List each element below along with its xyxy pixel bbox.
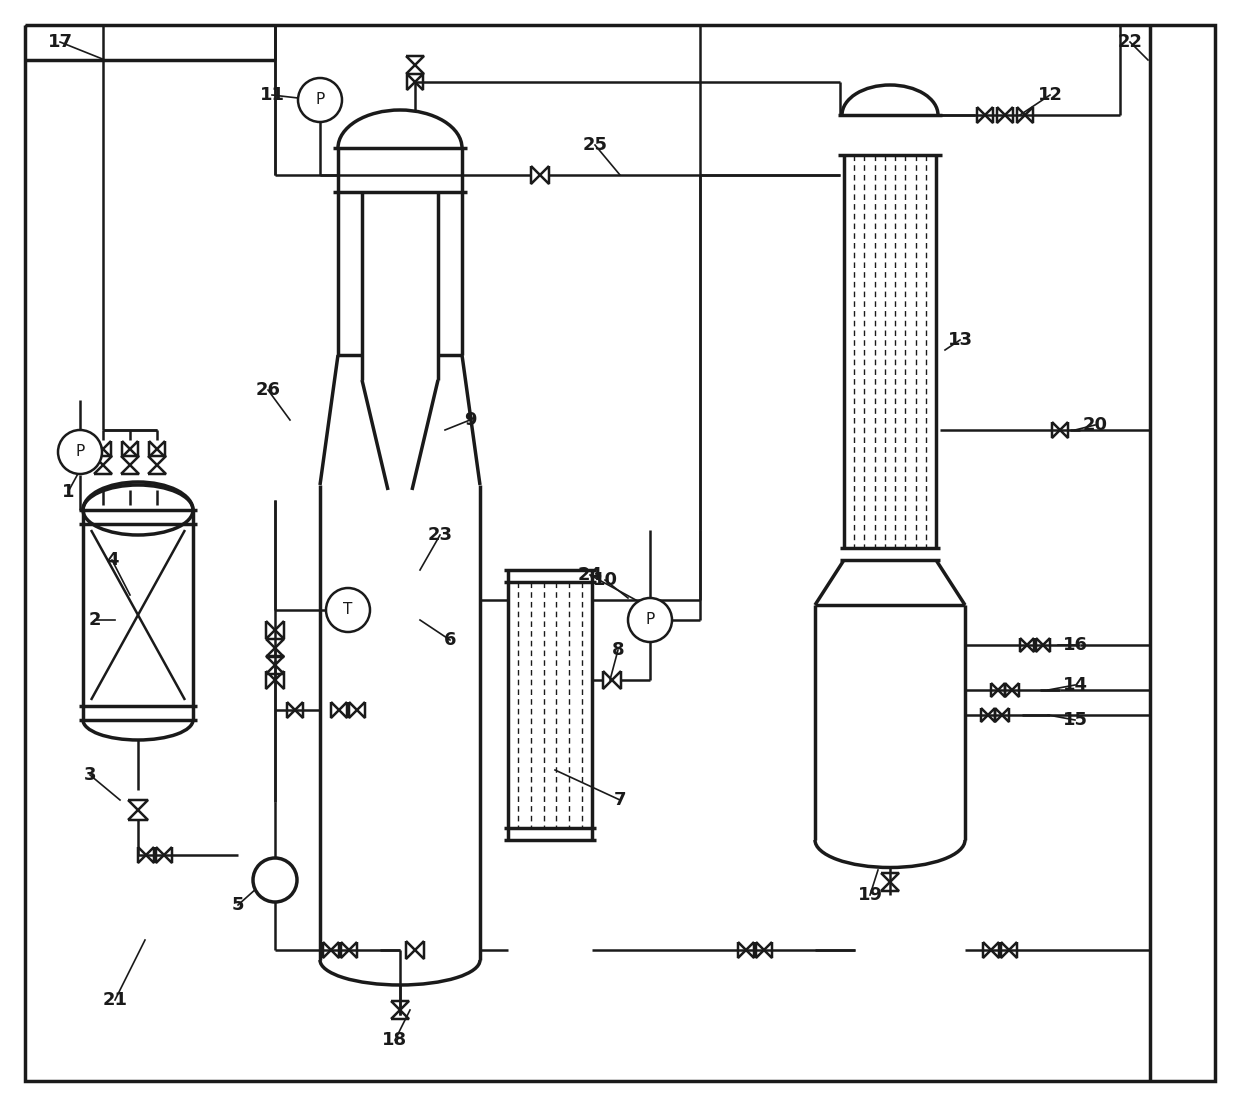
Text: 9: 9 bbox=[464, 411, 476, 429]
Text: P: P bbox=[76, 445, 84, 459]
Circle shape bbox=[298, 79, 342, 122]
Text: 2: 2 bbox=[89, 611, 102, 629]
Text: 16: 16 bbox=[1063, 636, 1087, 654]
Circle shape bbox=[326, 588, 370, 632]
Text: 20: 20 bbox=[1083, 416, 1107, 434]
Text: 5: 5 bbox=[232, 896, 244, 914]
Text: 11: 11 bbox=[259, 86, 284, 104]
Text: 4: 4 bbox=[105, 551, 118, 568]
Circle shape bbox=[627, 598, 672, 641]
Text: 8: 8 bbox=[611, 641, 624, 659]
Text: P: P bbox=[645, 613, 655, 627]
Text: 26: 26 bbox=[255, 380, 280, 399]
Text: 25: 25 bbox=[583, 136, 608, 154]
Text: 21: 21 bbox=[103, 991, 128, 1009]
Text: 7: 7 bbox=[614, 791, 626, 808]
Text: 15: 15 bbox=[1063, 711, 1087, 729]
Text: 22: 22 bbox=[1117, 33, 1142, 51]
Circle shape bbox=[58, 430, 102, 474]
Text: 14: 14 bbox=[1063, 676, 1087, 693]
Circle shape bbox=[253, 858, 298, 902]
Text: 1: 1 bbox=[62, 483, 74, 501]
Text: 10: 10 bbox=[593, 571, 618, 589]
Text: T: T bbox=[343, 603, 352, 617]
Text: 3: 3 bbox=[84, 766, 97, 784]
Text: 23: 23 bbox=[428, 526, 453, 544]
Text: 13: 13 bbox=[947, 331, 972, 349]
Text: 19: 19 bbox=[858, 886, 883, 904]
Text: 6: 6 bbox=[444, 632, 456, 649]
Text: 18: 18 bbox=[382, 1031, 408, 1048]
Text: P: P bbox=[315, 93, 325, 107]
Text: 17: 17 bbox=[47, 33, 72, 51]
Text: 24: 24 bbox=[578, 566, 603, 584]
Text: 12: 12 bbox=[1038, 86, 1063, 104]
